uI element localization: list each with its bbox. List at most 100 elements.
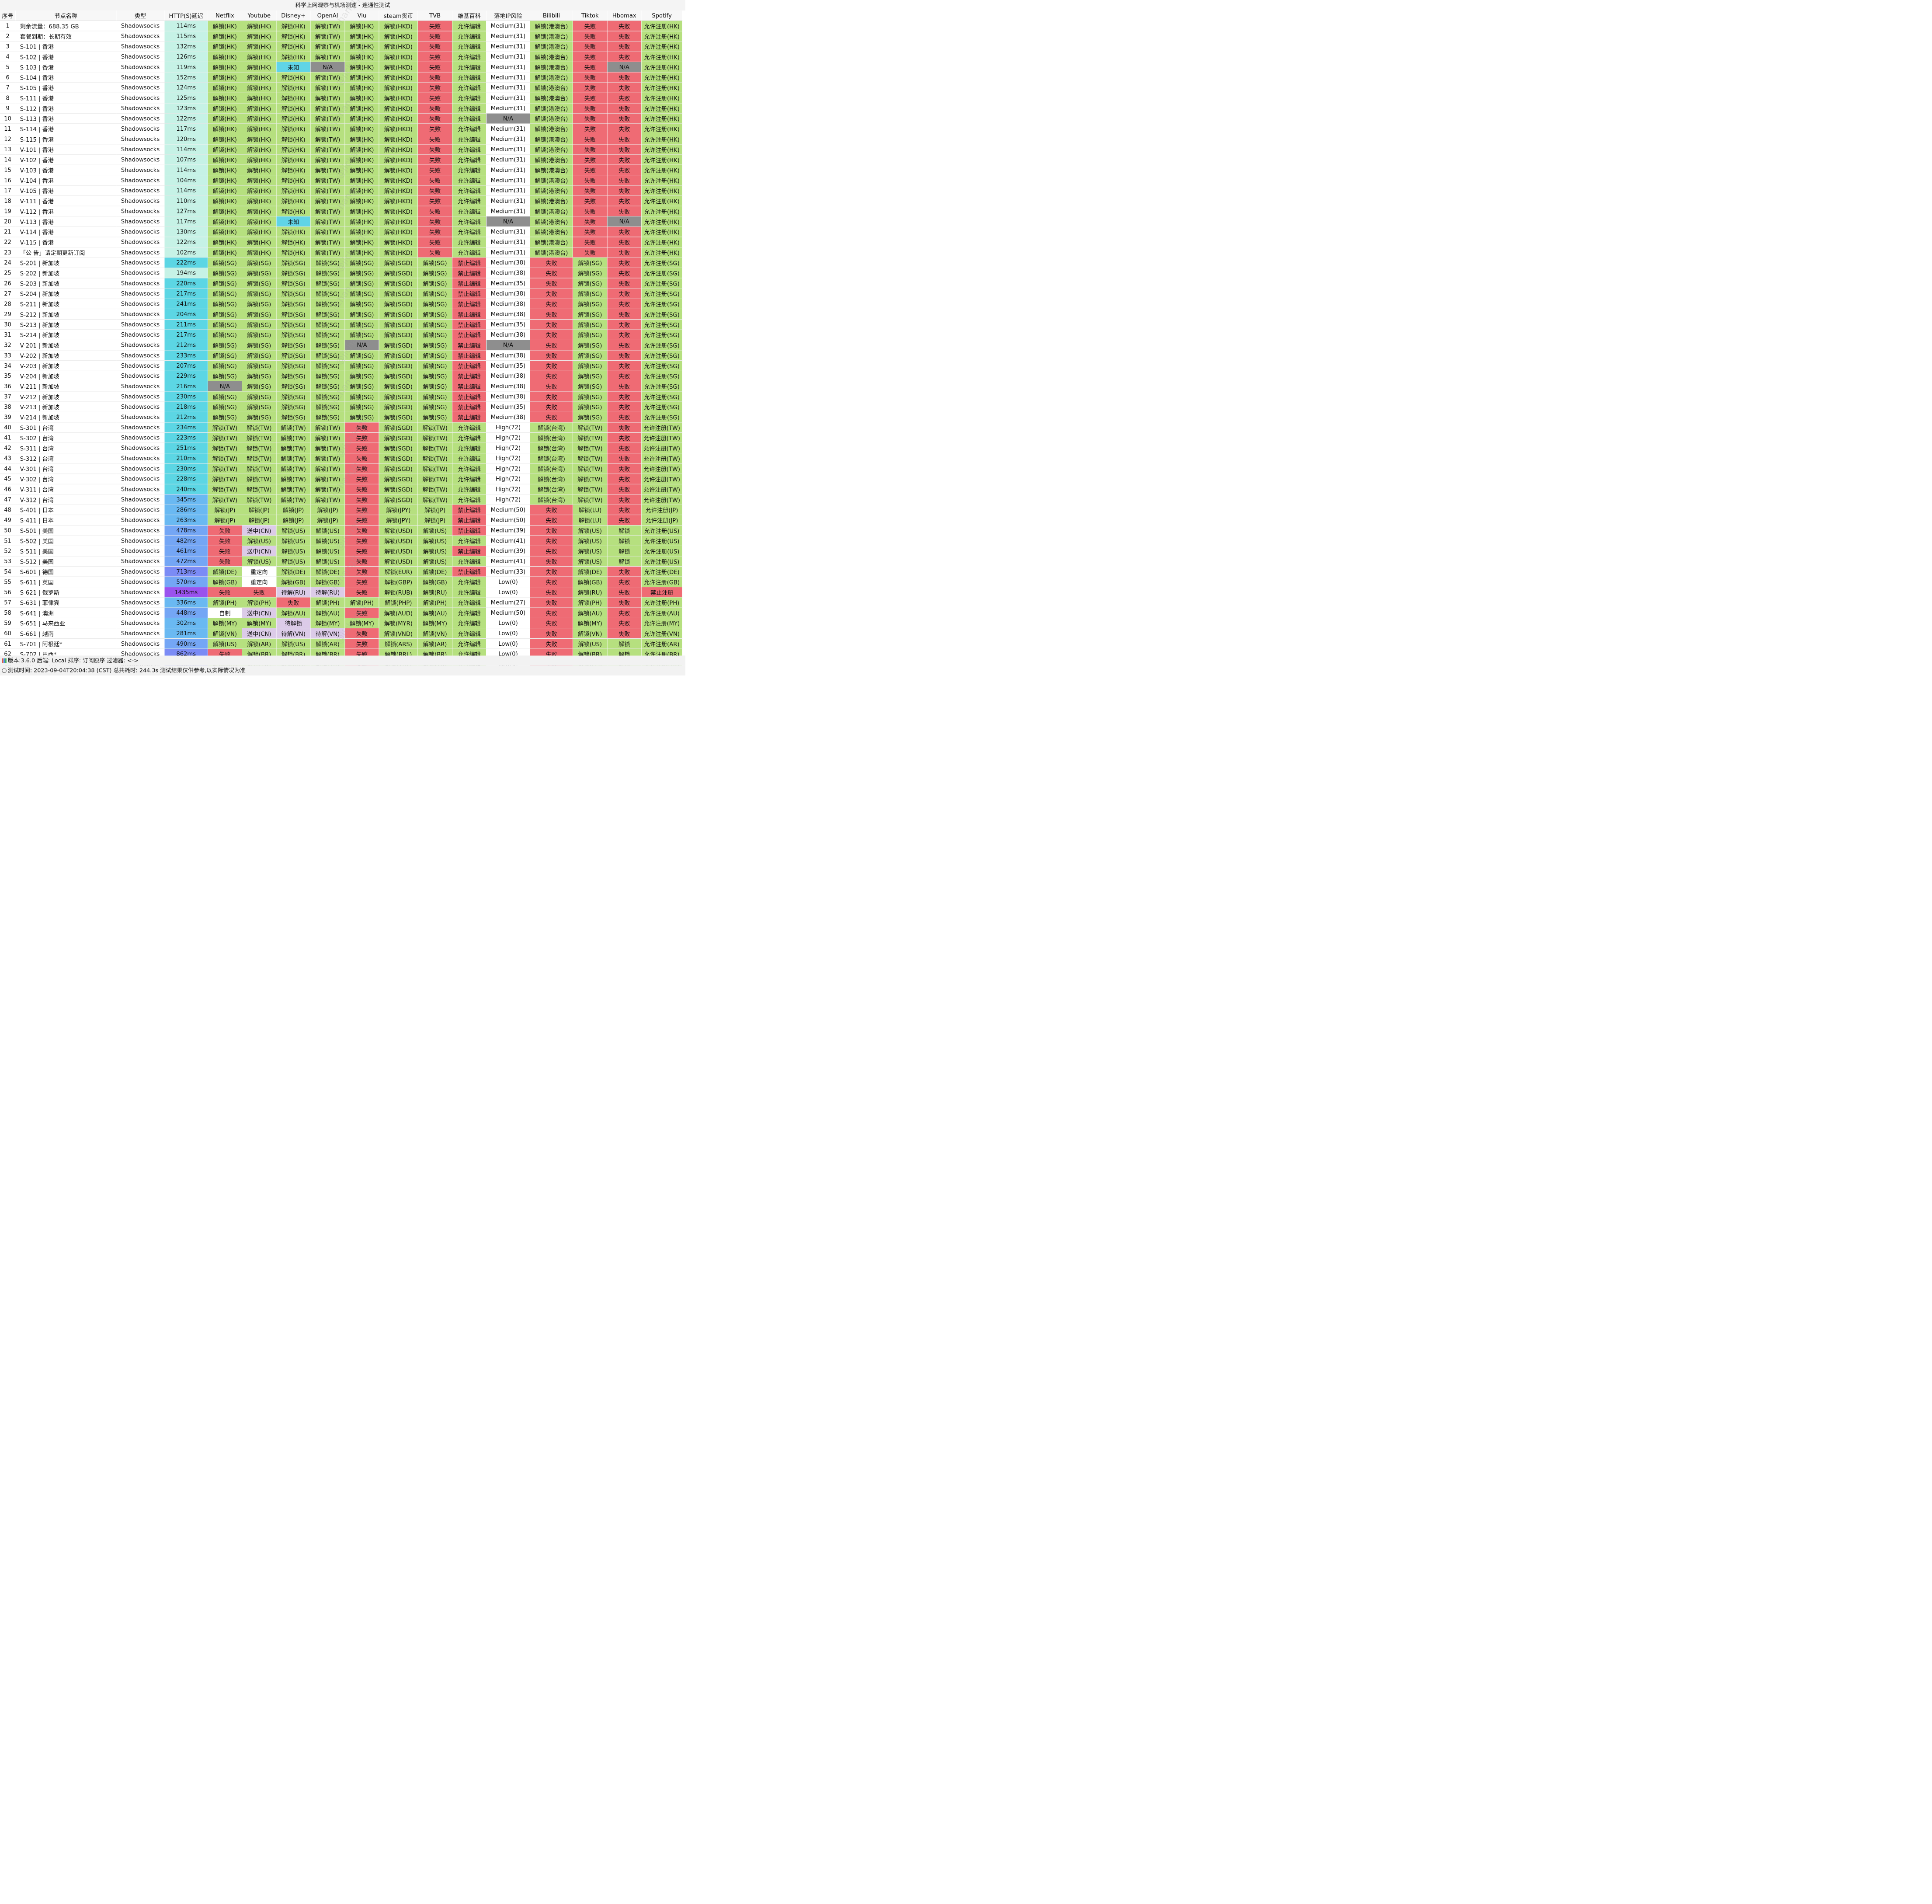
table-cell: 失败 — [607, 628, 642, 639]
table-cell: 解锁(SG) — [417, 268, 452, 278]
table-cell: 禁止注册 — [641, 587, 683, 598]
table-row: 52 S-511 | 美国 Shadowsocks 461ms 失败 送中(CN) 解锁(U… — [0, 546, 683, 557]
table-cell: Shadowsocks — [116, 206, 165, 217]
table-row: 26 S-203 | 新加坡 Shadowsocks 220ms 解锁(SG) 解锁(SG… — [0, 278, 683, 289]
table-cell: 禁止编辑 — [452, 309, 486, 320]
table-cell: Shadowsocks — [116, 607, 165, 618]
table-cell: 解锁(HK) — [208, 237, 242, 247]
table-cell: S-301 | 台湾 — [15, 422, 117, 433]
table-cell: 223ms — [164, 432, 208, 443]
table-cell: 3 — [0, 41, 16, 52]
table-cell: 解锁(TW) — [208, 463, 242, 474]
table-cell: 解锁(TW) — [276, 484, 311, 495]
table-cell: 禁止编辑 — [452, 391, 486, 402]
table-cell: 解锁(HK) — [344, 195, 379, 206]
table-cell: 解锁(TW) — [276, 473, 311, 484]
table-cell: 解锁(SGD) — [379, 463, 418, 474]
table-cell: 允许注册(SG) — [641, 371, 683, 382]
table-cell: Shadowsocks — [116, 51, 165, 62]
table-cell: 解锁(DE) — [417, 566, 452, 577]
table-row: 21 V-114 | 香港 Shadowsocks 130ms 解锁(HK) 解锁(HK)… — [0, 226, 683, 237]
table-cell: 失败 — [607, 515, 642, 526]
table-cell: 禁止编辑 — [452, 546, 486, 557]
table-cell: High(72) — [486, 422, 530, 433]
table-cell: 失败 — [607, 278, 642, 289]
table-cell: 解锁(SGD) — [379, 268, 418, 278]
table-cell: 解锁(SG) — [242, 299, 277, 310]
table-cell: 解锁(US) — [310, 546, 345, 557]
table-cell: 解锁(MY) — [208, 618, 242, 629]
table-cell: 15 — [0, 165, 16, 175]
table-cell: 允许编辑 — [452, 72, 486, 83]
table-cell: 解锁(US) — [417, 535, 452, 546]
table-cell: 允许注册(TW) — [641, 422, 683, 433]
table-cell: 允许注册(HK) — [641, 103, 683, 114]
table-cell: Low(0) — [486, 587, 530, 598]
table-cell: S-204 | 新加坡 — [15, 288, 117, 299]
test-time-info: 测试时间: 2023-09-04T20:04:38 (CST) 总共耗时: 24… — [7, 667, 246, 674]
table-cell: 失败 — [607, 577, 642, 588]
table-cell: Medium(31) — [486, 165, 530, 175]
table-cell: 解锁(TW) — [573, 484, 608, 495]
table-cell: 18 — [0, 195, 16, 206]
table-cell: 解锁(HK) — [242, 216, 277, 227]
table-cell: 待解(RU) — [310, 587, 345, 598]
table-cell: 允许编辑 — [452, 247, 486, 258]
table-cell: 解锁(SG) — [276, 360, 311, 371]
table-cell: 解锁(MY) — [310, 618, 345, 629]
table-cell: 30 — [0, 319, 16, 330]
table-cell: 解锁(港澳台) — [530, 154, 573, 165]
table-cell: 解锁(HK) — [344, 237, 379, 247]
table-cell: 解锁(SGD) — [379, 278, 418, 289]
table-cell: 解锁(SG) — [310, 350, 345, 361]
table-cell: 允许注册(TW) — [641, 453, 683, 464]
table-cell: 解锁(SG) — [344, 268, 379, 278]
table-cell: 待解(RU) — [276, 587, 311, 598]
table-cell: 失败 — [208, 546, 242, 557]
table-cell: 解锁(USD) — [379, 556, 418, 567]
table-cell: 解锁(US) — [276, 525, 311, 536]
table-cell: 解锁(HK) — [242, 185, 277, 196]
table-cell: 46 — [0, 484, 16, 495]
table-cell: 47 — [0, 494, 16, 505]
table-cell: 失败 — [530, 566, 573, 577]
table-cell: 60 — [0, 628, 16, 639]
table-cell: S-411 | 日本 — [15, 515, 117, 526]
table-cell: 解锁(港澳台) — [530, 216, 573, 227]
table-cell: 允许编辑 — [452, 484, 486, 495]
table-row: 20 V-113 | 香港 Shadowsocks 117ms 解锁(HK) 解锁(HK)… — [0, 216, 683, 227]
table-cell: 解锁(HK) — [276, 185, 311, 196]
table-cell: 解锁(SG) — [573, 412, 608, 423]
table-cell: 失败 — [607, 484, 642, 495]
table-cell: 解锁(SG) — [344, 360, 379, 371]
table-cell: 解锁(SG) — [310, 381, 345, 392]
table-cell: Shadowsocks — [116, 484, 165, 495]
table-cell: 解锁(港澳台) — [530, 51, 573, 62]
table-cell: 解锁(AU) — [276, 607, 311, 618]
table-cell: Shadowsocks — [116, 638, 165, 649]
table-cell: 失败 — [607, 134, 642, 145]
table-cell: 允许注册(HK) — [641, 195, 683, 206]
table-cell: 失败 — [417, 195, 452, 206]
table-cell: Shadowsocks — [116, 597, 165, 608]
table-cell: 230ms — [164, 391, 208, 402]
table-cell: V-115 | 香港 — [15, 237, 117, 247]
table-cell: S-661 | 越南 — [15, 628, 117, 639]
table-cell: 解锁(TW) — [242, 484, 277, 495]
table-cell: 允许注册(TW) — [641, 442, 683, 453]
table-cell: 解锁(TW) — [208, 442, 242, 453]
table-cell: 解锁(US) — [208, 638, 242, 649]
table-cell: 失败 — [530, 556, 573, 567]
table-cell: 解锁(TW) — [417, 453, 452, 464]
table-cell: Shadowsocks — [116, 268, 165, 278]
table-cell: 失败 — [573, 247, 608, 258]
table-cell: 允许注册(HK) — [641, 206, 683, 217]
table-cell: Shadowsocks — [116, 103, 165, 114]
table-cell: 解锁(SG) — [310, 319, 345, 330]
table-cell: 解锁(SG) — [276, 268, 311, 278]
table-cell: 解锁(JP) — [310, 505, 345, 515]
table-cell: 禁止编辑 — [452, 299, 486, 310]
table-cell: Shadowsocks — [116, 319, 165, 330]
table-cell: 17 — [0, 185, 16, 196]
table-cell: 失败 — [607, 607, 642, 618]
